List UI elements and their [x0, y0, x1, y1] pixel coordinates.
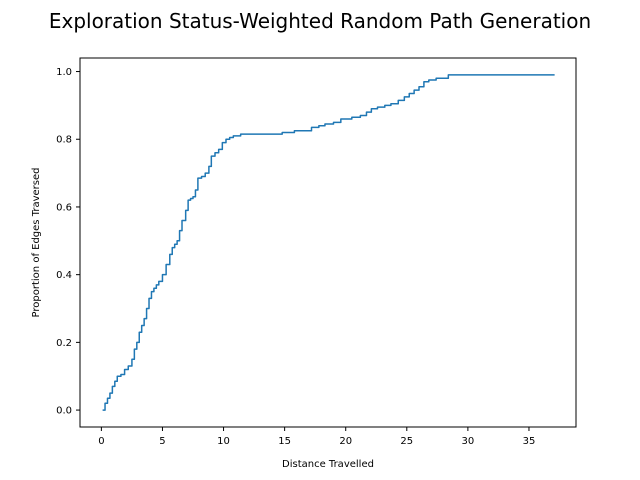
x-tick-label: 5 — [159, 436, 165, 447]
y-tick-label: 0.4 — [56, 270, 72, 281]
x-tick-label: 30 — [462, 436, 475, 447]
y-tick-label: 0.6 — [56, 202, 72, 213]
y-axis: 0.0 0.2 0.4 0.6 0.8 1.0 — [56, 67, 80, 417]
y-tick-label: 1.0 — [56, 67, 72, 78]
y-tick-label: 0.8 — [56, 135, 72, 146]
y-axis-label: Proportion of Edges Traversed — [31, 168, 42, 318]
series-layer — [102, 74, 555, 411]
x-tick-label: 10 — [217, 436, 230, 447]
x-tick-label: 15 — [278, 436, 291, 447]
x-axis: 0 5 10 15 20 25 30 35 — [98, 427, 535, 447]
x-tick-label: 20 — [339, 436, 352, 447]
x-tick-label: 35 — [523, 436, 536, 447]
chart-title: Exploration Status-Weighted Random Path … — [49, 9, 591, 33]
x-tick-label: 25 — [400, 436, 413, 447]
series-line — [102, 74, 555, 411]
y-tick-label: 0.2 — [56, 338, 72, 349]
plot-area-frame — [79, 57, 577, 428]
y-tick-label: 0.0 — [56, 406, 72, 417]
x-axis-label: Distance Travelled — [282, 459, 374, 470]
x-tick-label: 0 — [98, 436, 104, 447]
